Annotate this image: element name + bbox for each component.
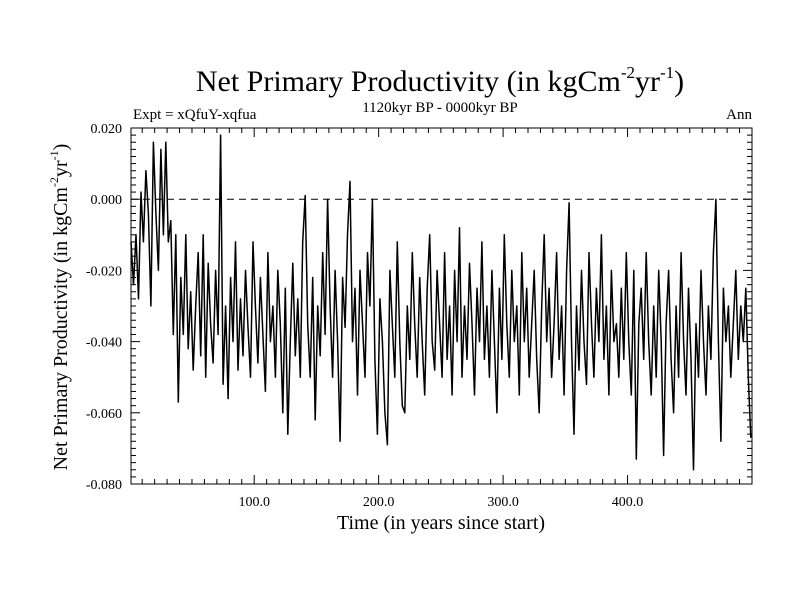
y-tick-label: -0.020 xyxy=(86,264,122,279)
y-axis: 0.020 0.000 -0.020 -0.040 -0.060 -0.080 xyxy=(86,122,752,493)
y-tick-label: 0.000 xyxy=(91,193,123,208)
y-tick-label: -0.080 xyxy=(86,478,122,493)
plot-frame xyxy=(130,127,753,485)
x-tick-label: 100.0 xyxy=(238,495,270,510)
y-axis-label: Net Primary Productivity (in kgCm-2yr-1) xyxy=(47,144,72,471)
y-tick-label: 0.020 xyxy=(91,122,123,137)
x-tick-label: 300.0 xyxy=(487,495,519,510)
chart-title: Net Primary Productivity (in kgCm-2yr-1) xyxy=(196,63,684,98)
x-tick-label: 400.0 xyxy=(612,495,644,510)
season-label: Ann xyxy=(726,107,752,123)
series-line xyxy=(130,134,752,471)
experiment-label: Expt = xQfuY-xqfua xyxy=(133,107,257,123)
x-axis: 100.0 200.0 300.0 400.0 xyxy=(141,128,741,510)
y-tick-label: -0.060 xyxy=(86,407,122,422)
x-axis-label: Time (in years since start) xyxy=(337,512,545,534)
x-tick-label: 200.0 xyxy=(363,495,395,510)
chart-subtitle: 1120kyr BP - 0000kyr BP xyxy=(362,100,518,116)
y-tick-label: -0.040 xyxy=(86,336,122,351)
